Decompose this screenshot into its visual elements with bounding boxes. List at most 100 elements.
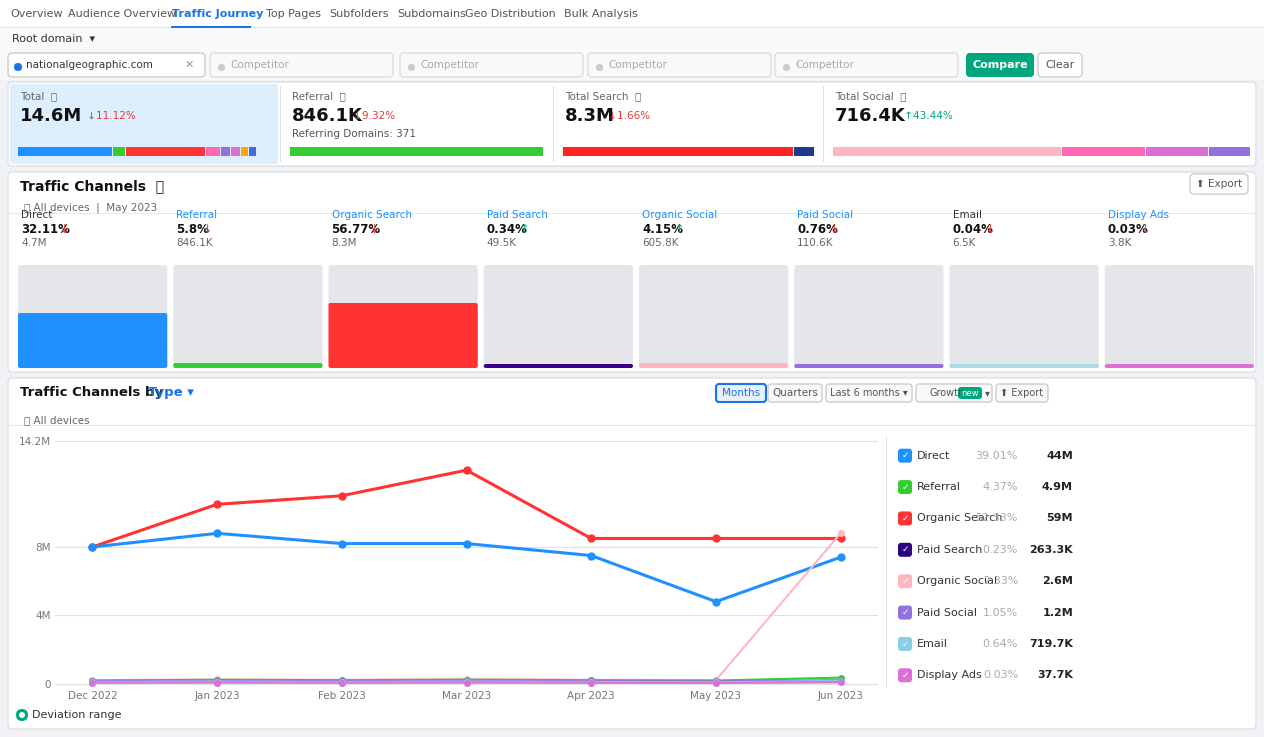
Text: Paid Social: Paid Social — [798, 210, 853, 220]
Text: ↓: ↓ — [827, 223, 839, 236]
Text: Overview: Overview — [10, 9, 63, 19]
Bar — [794, 147, 814, 156]
Text: Referral: Referral — [176, 210, 217, 220]
Text: ✓: ✓ — [901, 514, 909, 523]
Text: Direct: Direct — [916, 451, 951, 461]
FancyBboxPatch shape — [769, 384, 822, 402]
Text: Competitor: Competitor — [795, 60, 854, 70]
Text: Organic Search: Organic Search — [916, 514, 1002, 523]
Bar — [1146, 147, 1208, 156]
Text: 605.8K: 605.8K — [642, 238, 679, 248]
Text: 0.03%: 0.03% — [982, 671, 1018, 680]
FancyBboxPatch shape — [715, 384, 766, 402]
FancyBboxPatch shape — [217, 64, 225, 71]
Text: 110.6K: 110.6K — [798, 238, 834, 248]
FancyBboxPatch shape — [484, 364, 633, 368]
Text: 0.23%: 0.23% — [982, 545, 1018, 555]
FancyBboxPatch shape — [949, 265, 1098, 368]
Bar — [8, 213, 1256, 214]
Text: Top Pages: Top Pages — [265, 9, 321, 19]
FancyBboxPatch shape — [958, 387, 982, 399]
Text: Referral: Referral — [916, 482, 961, 492]
FancyBboxPatch shape — [897, 543, 913, 557]
Text: Competitor: Competitor — [608, 60, 667, 70]
FancyBboxPatch shape — [173, 363, 322, 368]
FancyBboxPatch shape — [484, 265, 633, 368]
Text: 49.5K: 49.5K — [487, 238, 517, 248]
Text: ⬜ All devices  |  May 2023: ⬜ All devices | May 2023 — [24, 203, 157, 213]
Text: 0.64%: 0.64% — [982, 639, 1018, 649]
Text: 8.3M: 8.3M — [331, 238, 356, 248]
FancyBboxPatch shape — [8, 172, 1256, 372]
FancyBboxPatch shape — [949, 364, 1098, 368]
Text: ▾: ▾ — [985, 388, 990, 398]
Text: ↑: ↑ — [516, 223, 530, 236]
Text: 263.3K: 263.3K — [1029, 545, 1073, 555]
Text: ✕: ✕ — [185, 60, 195, 70]
Text: Subdomains: Subdomains — [397, 9, 465, 19]
Text: Type ▾: Type ▾ — [148, 385, 193, 399]
Bar — [126, 147, 205, 156]
Text: ↓11.12%: ↓11.12% — [83, 111, 135, 121]
FancyBboxPatch shape — [996, 384, 1048, 402]
FancyBboxPatch shape — [897, 480, 913, 494]
FancyBboxPatch shape — [794, 364, 943, 368]
Text: 2.33%: 2.33% — [982, 576, 1018, 586]
Text: 846.1K: 846.1K — [176, 238, 212, 248]
Text: ✓: ✓ — [901, 451, 909, 460]
Text: 4.37%: 4.37% — [982, 482, 1018, 492]
Text: Last 6 months ▾: Last 6 months ▾ — [830, 388, 908, 398]
Text: ↓: ↓ — [982, 223, 995, 236]
Text: 52.33%: 52.33% — [976, 514, 1018, 523]
FancyBboxPatch shape — [640, 363, 789, 368]
Bar — [289, 147, 544, 156]
Bar — [0, 27, 1264, 28]
Bar — [171, 26, 252, 28]
Text: Email: Email — [916, 639, 948, 649]
Text: Display Ads: Display Ads — [1107, 210, 1169, 220]
Text: Referral  ⓘ: Referral ⓘ — [292, 91, 346, 101]
FancyBboxPatch shape — [1105, 265, 1254, 368]
FancyBboxPatch shape — [18, 265, 167, 368]
Text: Total Social  ⓘ: Total Social ⓘ — [836, 91, 906, 101]
FancyBboxPatch shape — [19, 712, 25, 718]
FancyBboxPatch shape — [1105, 364, 1254, 368]
Text: 39.01%: 39.01% — [976, 451, 1018, 461]
Text: Organic Social: Organic Social — [916, 576, 997, 586]
Text: 0.34%: 0.34% — [487, 223, 527, 236]
FancyBboxPatch shape — [916, 384, 992, 402]
FancyBboxPatch shape — [597, 64, 603, 71]
Text: Traffic Channels  ⓘ: Traffic Channels ⓘ — [20, 179, 164, 193]
FancyBboxPatch shape — [794, 265, 943, 368]
Text: 3.8K: 3.8K — [1107, 238, 1131, 248]
Text: 4.15%: 4.15% — [642, 223, 683, 236]
Text: Geo Distribution: Geo Distribution — [465, 9, 556, 19]
FancyBboxPatch shape — [10, 84, 278, 164]
Text: ↓1.66%: ↓1.66% — [605, 111, 650, 121]
FancyBboxPatch shape — [8, 82, 1256, 166]
Text: Referring Domains: 371: Referring Domains: 371 — [292, 129, 416, 139]
Text: ↑43.44%: ↑43.44% — [901, 111, 953, 121]
FancyBboxPatch shape — [966, 53, 1034, 77]
Text: ↓: ↓ — [56, 223, 70, 236]
FancyBboxPatch shape — [210, 53, 393, 77]
Text: Organic Social: Organic Social — [642, 210, 717, 220]
Text: Subfolders: Subfolders — [329, 9, 388, 19]
Bar — [0, 50, 1264, 80]
FancyBboxPatch shape — [329, 303, 478, 368]
FancyBboxPatch shape — [408, 64, 415, 71]
Text: 0.76%: 0.76% — [798, 223, 838, 236]
Text: 0.03%: 0.03% — [1107, 223, 1149, 236]
Bar — [18, 147, 112, 156]
FancyBboxPatch shape — [897, 574, 913, 588]
Text: ↑: ↑ — [671, 223, 685, 236]
FancyBboxPatch shape — [825, 384, 913, 402]
Text: 4.7M: 4.7M — [21, 238, 47, 248]
Text: Traffic Journey: Traffic Journey — [172, 9, 263, 19]
Text: Months: Months — [722, 388, 760, 398]
Text: ✓: ✓ — [901, 671, 909, 680]
FancyBboxPatch shape — [897, 668, 913, 682]
Text: ↓: ↓ — [367, 223, 380, 236]
Bar — [562, 147, 793, 156]
FancyBboxPatch shape — [173, 265, 322, 368]
